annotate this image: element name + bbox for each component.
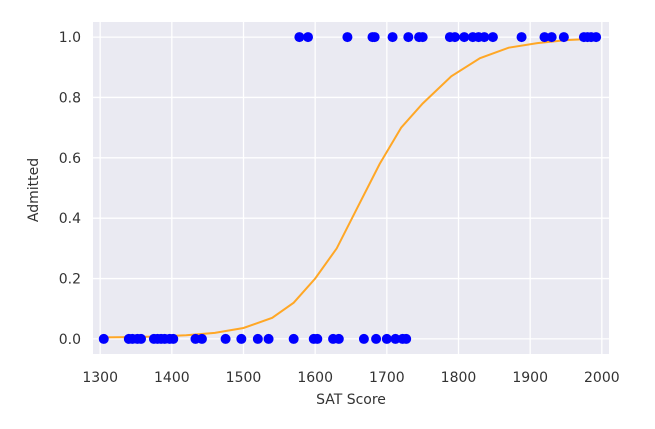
y-axis-label: Admitted xyxy=(26,158,42,222)
x-tick-label: 1300 xyxy=(82,370,118,386)
data-point xyxy=(168,333,179,344)
data-point xyxy=(539,32,550,43)
data-point xyxy=(342,32,353,43)
y-tick-label: 0.6 xyxy=(59,151,81,167)
data-point xyxy=(303,32,313,43)
data-point xyxy=(294,32,305,43)
data-point xyxy=(196,333,207,344)
data-point xyxy=(252,333,263,344)
x-tick-label: 1900 xyxy=(512,370,548,386)
data-point xyxy=(516,32,527,43)
y-tick-label: 0.2 xyxy=(59,272,81,288)
data-point xyxy=(312,333,323,344)
x-tick-label: 1500 xyxy=(226,370,262,386)
y-tick-label: 0.4 xyxy=(59,211,81,227)
x-axis-label: SAT Score xyxy=(316,392,386,408)
data-point xyxy=(288,333,299,344)
y-tick-labels: 0.0 0.2 0.4 0.6 0.8 1.0 xyxy=(59,30,81,348)
data-point xyxy=(449,32,460,43)
y-tick-label: 0.0 xyxy=(59,332,81,348)
x-tick-label: 1700 xyxy=(369,370,405,386)
data-point xyxy=(236,333,247,344)
data-point xyxy=(479,32,490,43)
y-tick-label: 0.8 xyxy=(59,90,81,106)
scatter-points xyxy=(98,32,602,344)
data-point xyxy=(98,333,109,344)
data-point xyxy=(333,333,344,344)
data-point xyxy=(369,32,380,43)
data-point xyxy=(387,32,398,43)
data-point xyxy=(546,32,557,43)
data-point xyxy=(263,333,274,344)
data-point xyxy=(390,333,401,344)
data-point xyxy=(220,333,231,344)
curve-layer xyxy=(103,37,597,339)
data-point xyxy=(417,32,428,43)
plot-background xyxy=(93,22,609,354)
data-point xyxy=(371,333,382,344)
data-point xyxy=(401,333,412,344)
logistic-curve xyxy=(103,37,597,339)
data-point xyxy=(358,333,369,344)
x-tick-label: 1600 xyxy=(297,370,333,386)
data-point xyxy=(459,32,470,43)
x-tick-label: 1800 xyxy=(441,370,477,386)
data-point xyxy=(487,32,498,43)
x-tick-labels: 1300 1400 1500 1600 1700 1800 1900 2000 xyxy=(82,370,619,386)
data-point xyxy=(136,333,147,344)
data-point xyxy=(558,32,569,43)
data-point xyxy=(403,32,414,43)
y-tick-label: 1.0 xyxy=(59,30,81,46)
x-tick-label: 2000 xyxy=(584,370,620,386)
data-point xyxy=(381,333,392,344)
x-tick-label: 1400 xyxy=(154,370,190,386)
data-point xyxy=(591,32,602,43)
